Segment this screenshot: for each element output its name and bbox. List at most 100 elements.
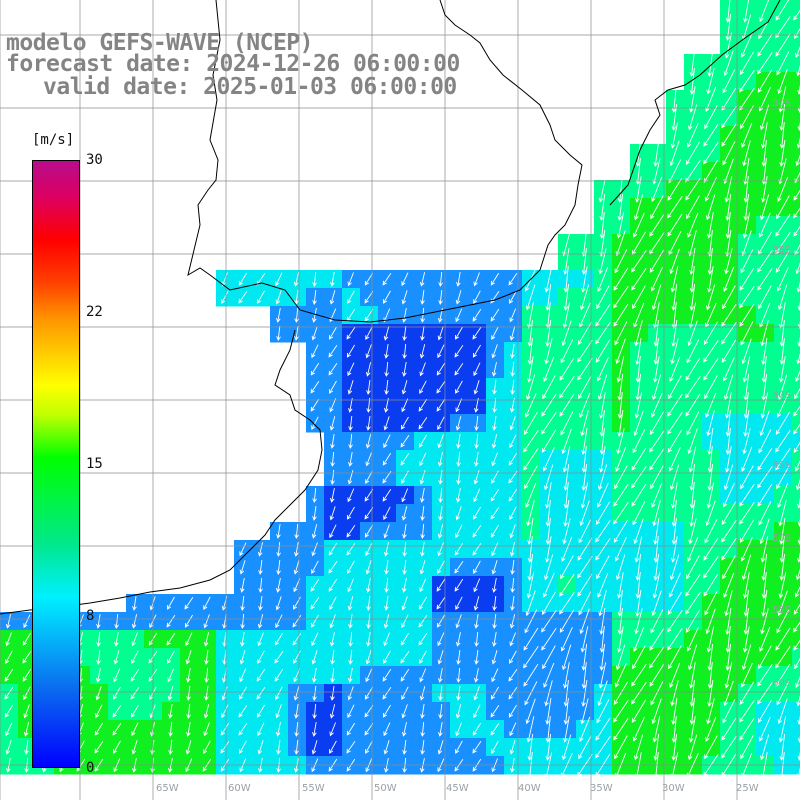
wind-arrow <box>650 609 664 634</box>
wind-arrow <box>382 686 392 700</box>
wind-arrow <box>438 703 443 719</box>
wind-arrow <box>667 213 683 237</box>
lat-label: 35S <box>772 245 792 256</box>
wind-arrow <box>238 290 248 304</box>
wind-arrow <box>455 524 463 539</box>
wind-arrow <box>437 632 445 647</box>
wind-arrow <box>474 398 479 413</box>
wind-arrow <box>634 392 643 419</box>
wind-arrow <box>775 411 791 436</box>
wind-arrow <box>455 488 461 503</box>
wind-arrow <box>761 572 767 599</box>
wind-arrow <box>366 578 371 593</box>
wind-arrow <box>669 356 681 382</box>
wind-arrow <box>561 320 572 347</box>
wind-speed-cell <box>792 738 800 757</box>
wind-arrow <box>310 614 319 628</box>
wind-arrow <box>203 596 211 611</box>
wind-arrow <box>274 668 284 682</box>
wind-arrow <box>635 158 641 185</box>
wind-arrow <box>472 722 482 736</box>
wind-arrow <box>671 104 678 131</box>
wind-arrow <box>401 380 408 395</box>
wind-arrow <box>740 105 754 130</box>
wind-arrow <box>633 626 645 652</box>
wind-arrow <box>114 632 119 647</box>
wind-arrow <box>545 698 552 725</box>
wind-arrow <box>650 195 664 220</box>
wind-arrow <box>598 392 606 419</box>
wind-arrow <box>256 668 266 682</box>
wind-arrow <box>671 302 677 329</box>
wind-arrow <box>688 518 697 545</box>
wind-arrow <box>778 356 786 383</box>
wind-arrow <box>561 428 572 455</box>
wind-arrow <box>667 411 683 435</box>
wind-arrow <box>401 614 409 629</box>
wind-arrow <box>615 230 626 257</box>
wind-arrow <box>257 722 265 737</box>
wind-arrow <box>560 339 574 364</box>
wind-arrow <box>184 614 193 628</box>
wind-arrow <box>456 470 461 485</box>
wind-arrow <box>545 284 552 311</box>
wind-arrow <box>186 685 191 701</box>
lat-label: 30S <box>772 98 792 109</box>
wind-arrow <box>328 578 338 592</box>
wind-arrow <box>793 225 800 237</box>
wind-arrow <box>739 51 754 76</box>
wind-arrow <box>725 608 732 635</box>
wind-arrow <box>614 249 628 274</box>
wind-arrow <box>759 626 771 652</box>
wind-arrow <box>402 343 407 359</box>
wind-arrow <box>721 106 737 129</box>
wind-arrow <box>329 722 337 737</box>
wind-arrow <box>527 554 534 581</box>
wind-arrow <box>436 362 446 376</box>
wind-arrow <box>740 735 754 760</box>
wind-arrow <box>778 500 787 527</box>
wind-arrow <box>757 267 773 291</box>
wind-arrow <box>401 596 408 611</box>
wind-arrow <box>131 722 139 737</box>
wind-arrow <box>671 320 678 347</box>
wind-arrow <box>167 596 175 610</box>
wind-arrow <box>365 650 372 665</box>
wind-arrow <box>721 717 737 741</box>
wind-arrow <box>402 308 407 323</box>
wind-arrow <box>689 86 696 113</box>
wind-arrow <box>347 488 355 503</box>
wind-arrow <box>739 69 755 93</box>
wind-arrow <box>474 631 479 647</box>
wind-speed-cell <box>792 630 800 649</box>
wind-arrow <box>347 560 355 574</box>
wind-arrow <box>508 668 518 682</box>
wind-speed-cell <box>792 0 800 19</box>
wind-arrow <box>703 537 719 561</box>
wind-arrow <box>794 27 800 40</box>
wind-arrow <box>508 704 517 718</box>
wind-arrow <box>383 740 390 755</box>
wind-arrow <box>776 195 790 220</box>
wind-arrow <box>419 452 427 467</box>
wind-arrow <box>559 573 575 597</box>
wind-arrow <box>438 289 443 305</box>
wind-arrow <box>721 87 737 111</box>
wind-arrow <box>312 722 317 737</box>
wind-arrow <box>365 344 372 359</box>
wind-arrow <box>706 68 715 95</box>
wind-arrow <box>741 554 752 581</box>
wind-arrow <box>632 285 646 310</box>
wind-arrow <box>635 356 641 383</box>
wind-arrow <box>330 469 335 485</box>
wind-arrow <box>23 614 31 629</box>
wind-arrow <box>742 356 751 383</box>
wind-arrow <box>436 578 446 592</box>
wind-arrow <box>240 578 245 593</box>
wind-arrow <box>220 722 230 736</box>
wind-speed-cell <box>792 684 800 703</box>
wind-arrow <box>667 196 683 219</box>
wind-arrow <box>757 483 773 507</box>
wind-arrow <box>779 338 785 365</box>
wind-arrow <box>113 740 121 754</box>
